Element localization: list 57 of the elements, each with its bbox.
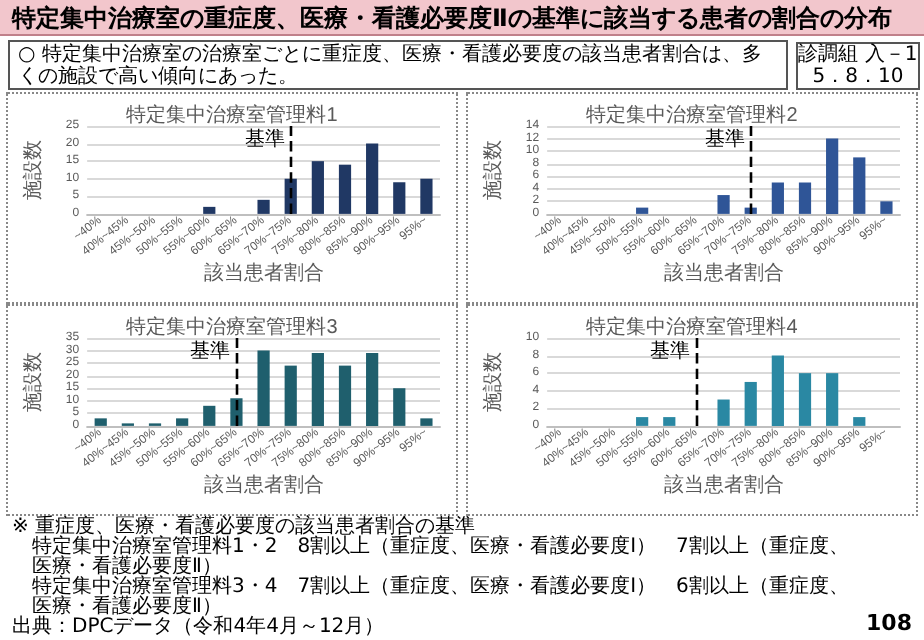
bar: [771, 355, 784, 426]
ref-line-label: 基準: [650, 339, 691, 363]
bar: [880, 201, 893, 214]
bar: [311, 353, 324, 426]
source-note: 出典：DPCデータ（令和4年4月～12月）: [12, 616, 387, 638]
y-axis-title: 施設数: [481, 351, 505, 412]
bar: [717, 195, 730, 214]
bar: [366, 353, 379, 426]
bar: [663, 417, 676, 426]
ref-line-label: 基準: [704, 127, 745, 151]
bar: [94, 418, 107, 426]
bar: [311, 161, 324, 214]
text: 5．8．10: [810, 66, 906, 88]
bar: [853, 417, 866, 426]
bar: [636, 207, 649, 214]
bar: [366, 143, 379, 214]
x-axis-title: 該当患者割合: [663, 473, 784, 497]
x-axis-title: 該当患者割合: [203, 473, 324, 497]
bar: [284, 365, 297, 426]
ref-line-label: 基準: [244, 127, 285, 151]
bar: [420, 178, 433, 214]
chart-title: 特定集中治療室管理料3: [126, 315, 339, 339]
bar: [826, 373, 839, 426]
text: ○ 特定集中治療室の治療室ごとに重症度、医療・看護必要度の該当患者割合は、多くの施設で高い傾向にあった。: [18, 44, 764, 88]
y-axis-title: 施設数: [21, 351, 45, 412]
chart-title: 特定集中治療室管理料2: [586, 103, 799, 127]
chart-title: 特定集中治療室管理料4: [586, 315, 799, 339]
bar: [636, 417, 649, 426]
bar: [257, 350, 270, 426]
text: 特定集中治療室管理料3・4 7割以上（重症度、医療・看護必要度Ⅰ） 6割以上（重症度、医療・看護必要度Ⅱ）: [32, 576, 851, 618]
bar: [257, 199, 270, 214]
bar: [393, 388, 406, 426]
bar: [798, 373, 812, 426]
bar: [717, 399, 730, 426]
text: 特定集中治療室管理料1・2 8割以上（重症度、医療・看護必要度Ⅰ） 7割以上（重症度、医療・看護必要度Ⅱ）: [30, 536, 851, 578]
y-axis-title: 施設数: [21, 139, 45, 200]
bar: [338, 365, 352, 426]
text: 特定集中治療室の重症度、医療・看護必要度Ⅱの基準に該当する患者の割合の分布: [0, 0, 924, 36]
ref-line-label: 基準: [190, 339, 231, 363]
bar: [826, 138, 839, 214]
bar: [771, 182, 784, 214]
bar: [744, 381, 757, 426]
bar: [798, 182, 812, 214]
bar: [203, 405, 216, 426]
bar: [203, 206, 216, 214]
bar: [420, 418, 433, 426]
text: 108: [866, 610, 912, 636]
bar: [853, 157, 866, 214]
x-axis-title: 該当患者割合: [203, 261, 324, 285]
chart-title: 特定集中治療室管理料1: [126, 103, 339, 127]
bar: [393, 182, 406, 214]
text: 診調組 入－1: [798, 44, 918, 66]
bar: [176, 418, 189, 426]
bar: [338, 164, 352, 214]
text: ※ 重症度、医療・看護必要度の該当患者割合の基準: [12, 516, 476, 538]
y-axis-title: 施設数: [481, 139, 505, 200]
x-axis-title: 該当患者割合: [663, 261, 784, 285]
